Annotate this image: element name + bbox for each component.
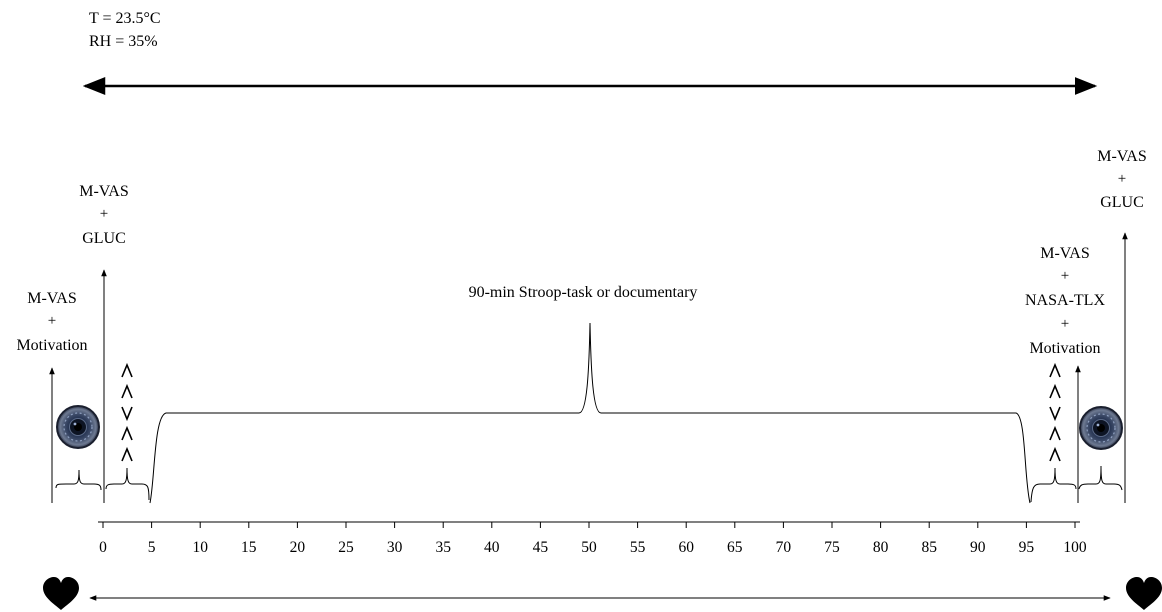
axis-tick-label: 65 <box>727 539 743 556</box>
final-plus: + <box>1118 171 1126 187</box>
axis-tick-label: 70 <box>776 539 792 556</box>
camera-lens-icon <box>56 405 100 449</box>
start-line1: M-VAS <box>79 183 129 200</box>
chevron-up-icon <box>121 362 133 378</box>
task-label: 90-min Stroop-task or documentary <box>469 284 698 301</box>
post-task-plus1: + <box>1061 268 1069 284</box>
axis-tick-label: 80 <box>873 539 889 556</box>
axis-tick-label: 5 <box>148 539 156 556</box>
pre-baseline-brace <box>55 469 102 491</box>
axis-tick-label: 60 <box>678 539 694 556</box>
axis-tick-label: 35 <box>435 539 451 556</box>
axis-tick-label: 15 <box>241 539 257 556</box>
time-axis-ticks: 0 5 10 15 20 25 30 35 40 45 50 55 60 65 70 75 80 85 90 95 10… <box>99 522 1087 556</box>
post-task-line1: M-VAS <box>1040 245 1090 262</box>
chevron-down-icon <box>1049 406 1061 422</box>
start-plus: + <box>100 206 108 222</box>
final-line2: GLUC <box>1100 194 1144 211</box>
chevron-up-icon <box>121 446 133 462</box>
stroop-symbols-right <box>1049 362 1061 462</box>
start-stroop-brace <box>105 467 150 501</box>
chevron-up-icon <box>1049 383 1061 399</box>
chevron-down-icon <box>121 406 133 422</box>
axis-tick-label: 20 <box>290 539 306 556</box>
post-task-line3: Motivation <box>1029 340 1100 357</box>
final-brace <box>1078 465 1123 491</box>
axis-tick-label: 100 <box>1063 539 1087 556</box>
post-task-plus2: + <box>1061 316 1069 332</box>
pre-baseline-line2: Motivation <box>16 337 87 354</box>
axis-tick-label: 45 <box>533 539 549 556</box>
final-measures: M-VAS + GLUC <box>1097 148 1147 211</box>
axis-tick-label: 30 <box>387 539 403 556</box>
humidity-label: RH = 35% <box>89 33 158 50</box>
axis-tick-label: 50 <box>581 539 597 556</box>
axis-tick-label: 85 <box>921 539 937 556</box>
temperature-label: T = 23.5°C <box>89 10 161 27</box>
axis-tick-label: 90 <box>970 539 986 556</box>
start-line2: GLUC <box>82 230 126 247</box>
axis-tick-label: 10 <box>192 539 208 556</box>
heart-icon <box>1126 577 1162 610</box>
end-stroop-brace <box>1030 467 1077 503</box>
pre-baseline-line1: M-VAS <box>27 290 77 307</box>
chevron-up-icon <box>1049 425 1061 441</box>
axis-tick-label: 95 <box>1019 539 1035 556</box>
chevron-up-icon <box>121 425 133 441</box>
camera-lens-icon <box>1079 406 1123 450</box>
axis-tick-label: 40 <box>484 539 500 556</box>
axis-tick-label: 75 <box>824 539 840 556</box>
pre-baseline-measures: M-VAS + Motivation <box>16 290 87 354</box>
axis-tick-label: 25 <box>338 539 354 556</box>
chevron-up-icon <box>1049 362 1061 378</box>
pre-baseline-plus: + <box>48 313 56 329</box>
post-task-line2: NASA-TLX <box>1025 292 1105 309</box>
post-task-measures: M-VAS + NASA-TLX + Motivation <box>1025 245 1105 357</box>
start-measures: M-VAS + GLUC <box>79 183 129 247</box>
stroop-symbols-left <box>121 362 133 462</box>
chevron-up-icon <box>121 383 133 399</box>
heart-icon <box>43 577 79 610</box>
final-line1: M-VAS <box>1097 148 1147 165</box>
axis-tick-label: 55 <box>630 539 646 556</box>
task-period-brace <box>149 322 1031 504</box>
chevron-up-icon <box>1049 446 1061 462</box>
axis-tick-label: 0 <box>99 539 107 556</box>
